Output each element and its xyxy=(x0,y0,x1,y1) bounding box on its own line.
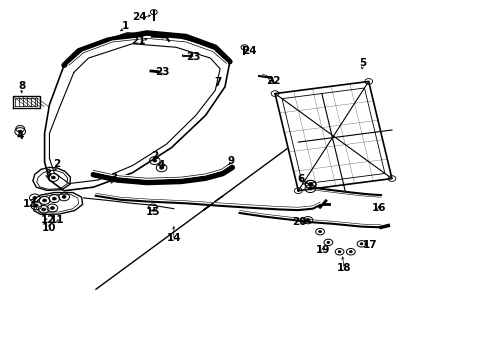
Text: 8: 8 xyxy=(18,81,25,91)
Text: 2: 2 xyxy=(53,159,61,169)
Circle shape xyxy=(337,251,340,253)
Circle shape xyxy=(326,241,329,243)
Text: 18: 18 xyxy=(337,263,351,273)
Text: 22: 22 xyxy=(266,76,281,86)
Circle shape xyxy=(308,183,312,186)
Circle shape xyxy=(153,159,157,162)
Text: 11: 11 xyxy=(50,215,64,225)
Text: 23: 23 xyxy=(185,51,200,62)
Circle shape xyxy=(348,251,351,253)
Text: 3: 3 xyxy=(44,169,52,179)
Text: 7: 7 xyxy=(214,77,222,87)
Text: 9: 9 xyxy=(227,156,234,166)
Text: 23: 23 xyxy=(155,67,169,77)
Circle shape xyxy=(18,130,22,133)
Circle shape xyxy=(50,207,54,210)
Text: 20: 20 xyxy=(291,217,306,227)
Text: 4: 4 xyxy=(17,131,24,141)
Circle shape xyxy=(308,183,312,186)
Circle shape xyxy=(42,199,46,202)
Circle shape xyxy=(159,166,163,169)
Text: 3: 3 xyxy=(110,173,118,183)
Circle shape xyxy=(318,230,321,233)
Circle shape xyxy=(359,243,362,245)
Text: 24: 24 xyxy=(242,46,256,56)
Text: 13: 13 xyxy=(22,199,37,210)
Text: 2: 2 xyxy=(150,150,158,161)
Text: 21: 21 xyxy=(131,36,145,46)
Circle shape xyxy=(62,195,66,198)
Text: 24: 24 xyxy=(132,12,147,22)
Text: 15: 15 xyxy=(145,207,160,217)
Circle shape xyxy=(33,197,37,199)
Text: 16: 16 xyxy=(370,203,385,213)
Circle shape xyxy=(34,204,38,207)
Text: 6: 6 xyxy=(296,174,304,184)
Polygon shape xyxy=(274,81,391,191)
Text: 5: 5 xyxy=(358,58,366,68)
Text: 10: 10 xyxy=(41,223,56,233)
Text: 12: 12 xyxy=(41,215,55,225)
Text: 1: 1 xyxy=(121,21,128,31)
Text: 19: 19 xyxy=(315,244,329,255)
Circle shape xyxy=(52,197,56,200)
Text: 4: 4 xyxy=(158,160,165,170)
Polygon shape xyxy=(13,96,40,108)
Circle shape xyxy=(41,208,45,211)
Text: 17: 17 xyxy=(362,239,377,249)
Circle shape xyxy=(51,176,55,179)
Text: 14: 14 xyxy=(166,233,181,243)
Circle shape xyxy=(305,219,309,222)
Circle shape xyxy=(308,187,312,190)
